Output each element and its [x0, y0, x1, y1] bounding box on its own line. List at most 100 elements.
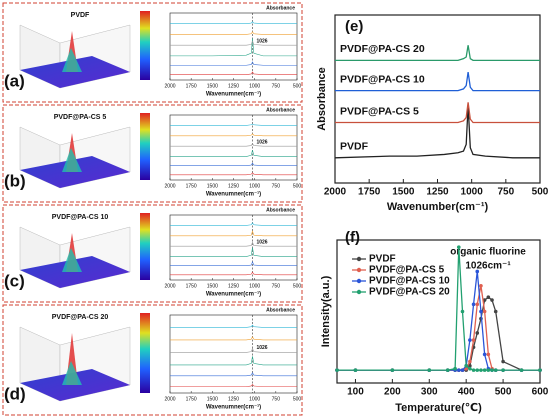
series-line — [170, 230, 297, 237]
series-line — [170, 336, 297, 341]
data-point — [468, 338, 472, 342]
x-axis-label: Wavenumner(cm⁻¹) — [206, 191, 261, 198]
panel-title: PVDF — [71, 12, 90, 19]
series-line — [170, 271, 297, 276]
y-axis-label: Absorbance — [316, 67, 328, 131]
plot-frame — [169, 114, 298, 181]
series-line — [337, 285, 540, 371]
x-tick-label: 1500 — [207, 83, 218, 89]
y-axis-label: Absorbance — [266, 307, 295, 313]
x-tick-label: 600 — [532, 387, 549, 398]
series-line — [170, 123, 297, 126]
data-point — [468, 359, 472, 364]
panel-frame — [2, 304, 303, 416]
x-tick-label: 1500 — [207, 283, 218, 289]
series-line — [335, 45, 540, 62]
data-point — [482, 368, 487, 372]
panel-label: (f) — [345, 229, 360, 246]
data-point — [453, 366, 457, 371]
series-label: PVDF@PA-CS 10 — [340, 73, 425, 85]
data-point — [457, 245, 461, 249]
series-line — [170, 61, 297, 66]
annotation: 1026 — [256, 140, 267, 146]
series-label: PVDF — [340, 141, 369, 153]
colorbar — [140, 213, 150, 280]
series-line — [170, 347, 297, 353]
colorbar — [140, 113, 150, 180]
series-line — [170, 383, 297, 388]
legend-label: PVDF — [369, 254, 396, 265]
x-tick-label: 500 — [532, 187, 549, 198]
series-line — [337, 296, 540, 371]
legend-label: PVDF@PA-CS 20 — [369, 287, 450, 298]
data-point — [475, 302, 480, 307]
surface-peak — [62, 248, 82, 272]
x-tick-label: 750 — [272, 183, 281, 189]
plot-frame — [169, 314, 298, 394]
series-line — [170, 172, 297, 176]
x-tick-label: 500 — [495, 387, 512, 398]
data-point — [479, 283, 483, 288]
annotation: organic fluorine — [450, 247, 526, 258]
data-point — [464, 364, 468, 368]
panel-label: (a) — [4, 71, 25, 90]
series-line — [170, 21, 297, 25]
data-point — [468, 364, 472, 368]
data-point — [519, 368, 524, 372]
x-tick-label: 1000 — [461, 187, 484, 198]
series-line — [170, 260, 297, 266]
legend-marker — [356, 256, 362, 262]
data-point — [501, 368, 505, 372]
x-tick-label: 2000 — [164, 183, 175, 189]
colorbar — [140, 313, 150, 393]
panel-label: (d) — [4, 384, 26, 403]
panel-frame — [2, 2, 303, 103]
panel-title: PVDF@PA-CS 5 — [54, 114, 107, 121]
plot-frame — [169, 12, 298, 81]
data-point — [353, 368, 358, 372]
x-tick-label: 500 — [293, 83, 302, 89]
x-tick-label: 400 — [458, 387, 475, 398]
data-point — [501, 359, 505, 364]
x-tick-label: 200 — [384, 387, 401, 398]
series-line — [170, 241, 297, 247]
data-point — [486, 295, 491, 300]
y-axis-label: Absorbance — [266, 207, 295, 213]
data-point — [475, 368, 480, 372]
plot-frame — [169, 214, 298, 281]
x-tick-label: 1750 — [358, 187, 381, 198]
legend-label: PVDF@PA-CS 5 — [369, 265, 445, 276]
x-tick-label: 1750 — [186, 183, 197, 189]
plot-frame — [336, 239, 541, 384]
x-tick-label: 750 — [272, 283, 281, 289]
series-label: PVDF@PA-CS 20 — [340, 43, 425, 55]
series-line — [170, 133, 297, 137]
data-point — [390, 368, 395, 372]
data-point — [482, 352, 487, 357]
x-tick-label: 1500 — [207, 183, 218, 189]
panel-label: (c) — [4, 271, 25, 290]
x-tick-label: 1500 — [392, 187, 415, 198]
annotation: 1026 — [256, 240, 267, 246]
legend-marker — [356, 278, 362, 284]
x-tick-label: 1250 — [228, 83, 239, 89]
data-point — [490, 298, 494, 302]
x-tick-label: 100 — [347, 387, 364, 398]
series-line — [170, 40, 297, 46]
y-axis-label: Intensity(a.u.) — [320, 275, 332, 347]
data-point — [475, 269, 480, 274]
data-point — [471, 302, 476, 307]
data-point — [460, 309, 465, 314]
x-axis-label: Wavenumner(cm⁻¹) — [206, 404, 261, 411]
x-tick-label: 1500 — [207, 396, 218, 402]
series-line — [335, 72, 540, 92]
data-point — [427, 368, 432, 372]
series-label: PVDF@PA-CS 5 — [340, 105, 419, 117]
x-tick-label: 2000 — [164, 83, 175, 89]
surface-peak — [62, 148, 82, 172]
series-line — [170, 324, 297, 328]
x-tick-label: 1250 — [228, 283, 239, 289]
data-point — [335, 368, 339, 372]
series-line — [170, 143, 297, 147]
data-point — [538, 368, 542, 372]
